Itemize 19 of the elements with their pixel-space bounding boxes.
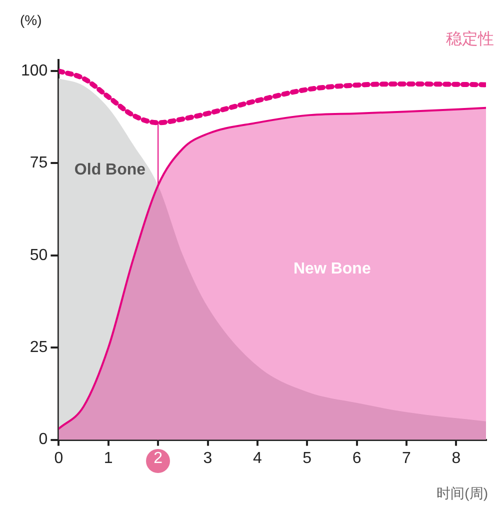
x-tick-label: 5 [302, 450, 312, 467]
x-tick-label: 4 [252, 450, 262, 467]
y-tick-label: 25 [30, 339, 48, 356]
series-label: Old Bone [74, 162, 146, 179]
x-tick-label: 7 [402, 450, 412, 467]
x-tick-label: 8 [452, 450, 461, 467]
x-tick-label: 2 [154, 450, 163, 467]
y-tick-label: 75 [30, 154, 48, 172]
series-label: New Bone [294, 260, 371, 278]
text: 稳定性 [446, 29, 494, 48]
y-tick-label: 0 [38, 431, 48, 448]
x-tick-label: 1 [104, 450, 113, 467]
x-axis-title: 时间(周) [436, 485, 488, 503]
y-tick-label: 100 [20, 62, 48, 80]
y-tick-label: 50 [30, 246, 48, 264]
x-tick-label: 6 [352, 450, 362, 467]
y-axis-title: (%) [20, 12, 42, 28]
x-tick-label: 3 [203, 450, 212, 467]
x-tick-label: 0 [54, 450, 64, 467]
